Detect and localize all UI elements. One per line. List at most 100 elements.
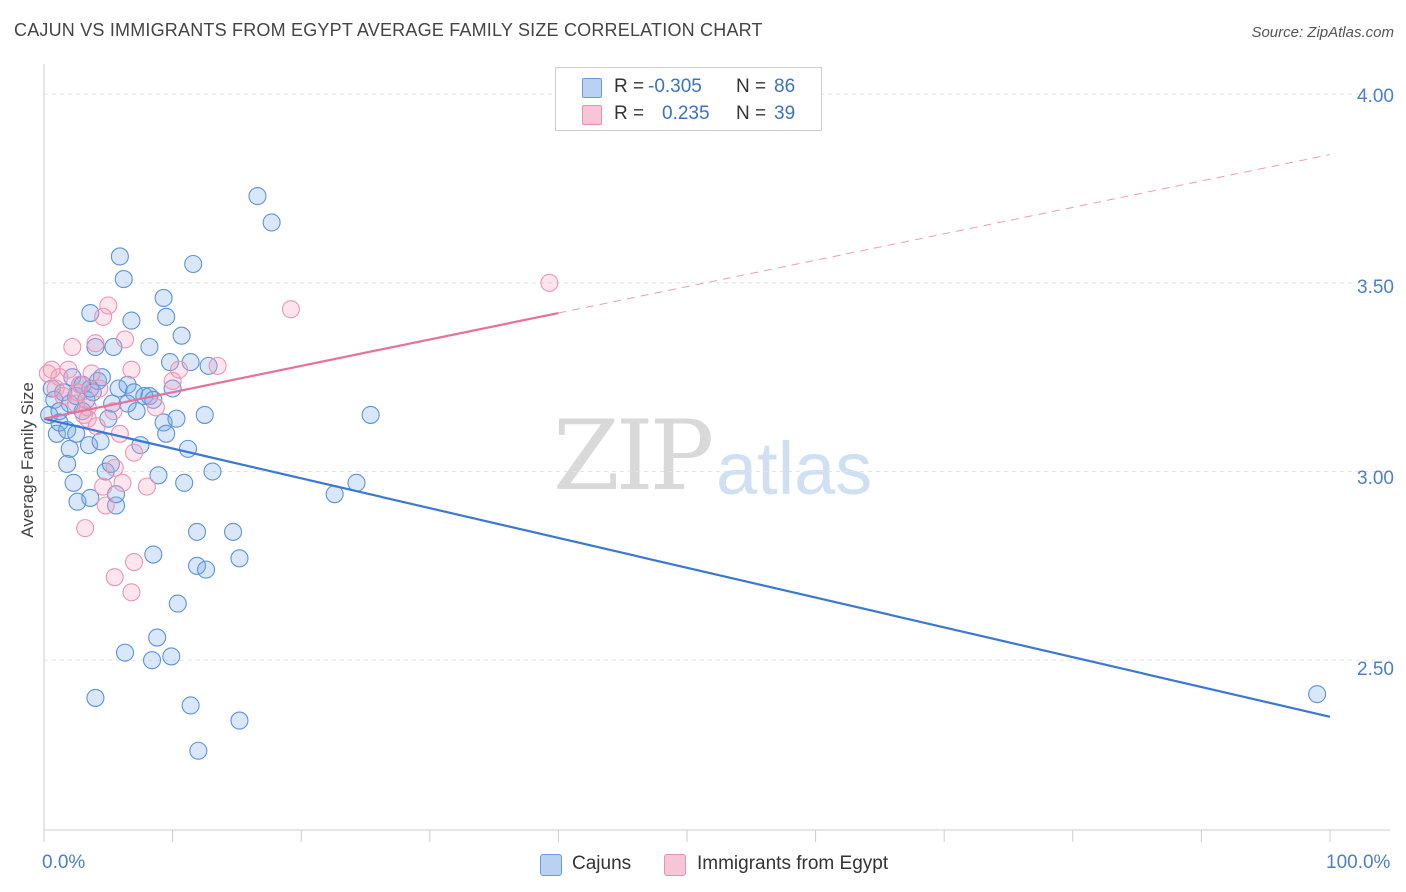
y-axis-label: Average Family Size: [18, 382, 37, 538]
egypt-point: [82, 364, 101, 383]
y-tick-label: 3.50: [1357, 277, 1394, 298]
egypt-point: [540, 273, 559, 292]
egypt-point: [50, 368, 69, 387]
cajun-point: [181, 696, 200, 715]
x-tick-label: 0.0%: [42, 852, 86, 873]
cajun-point: [114, 270, 133, 289]
cajun-point: [195, 405, 214, 424]
egypt-point: [96, 496, 115, 515]
cajun-point: [118, 375, 137, 394]
stats-legend: R = -0.305 N = 86 R = 0.235 N = 39: [555, 67, 822, 131]
egypt-point: [163, 371, 182, 391]
legend-n-label: N =: [736, 76, 767, 97]
cajun-point: [157, 424, 176, 443]
cajun-point: [178, 439, 198, 458]
bottom-legend-egypt: Immigrants from Egypt: [697, 853, 889, 874]
cajun-point: [160, 353, 180, 372]
cajun-point: [60, 439, 79, 458]
egypt-point: [86, 334, 105, 353]
egypt-point: [70, 375, 90, 394]
cajun-point: [149, 466, 168, 485]
cajun-point: [58, 454, 77, 474]
egypt-point: [76, 519, 95, 538]
egypt-point: [104, 402, 123, 421]
watermark-atlas: atlas: [716, 427, 873, 510]
chart-title: CAJUN VS IMMIGRANTS FROM EGYPT AVERAGE F…: [14, 20, 763, 40]
egypt-point: [146, 398, 165, 417]
egypt-point: [113, 473, 132, 492]
bottom-legend-swatch-egypt: [664, 854, 686, 876]
cajun-point: [223, 522, 243, 541]
cajun-point: [47, 424, 66, 443]
egypt-point: [124, 553, 144, 572]
cajun-point: [262, 213, 281, 232]
cajun-point: [77, 390, 96, 409]
egypt-point: [122, 360, 141, 379]
cajun-point: [144, 545, 163, 564]
cajun-point: [154, 288, 173, 308]
cajun-point: [142, 651, 162, 670]
bottom-legend-cajuns: Cajuns: [572, 853, 632, 874]
y-tick-label: 3.00: [1357, 468, 1394, 489]
egypt-point: [122, 583, 141, 602]
egypt-trend-line: [43, 311, 559, 420]
egypt-point: [208, 356, 227, 375]
egypt-point: [94, 307, 113, 326]
cajun-point: [184, 254, 203, 274]
egypt-point: [59, 360, 78, 379]
cajun-point: [175, 473, 194, 492]
cajun-point: [248, 187, 267, 206]
cajun-point: [157, 307, 176, 326]
cajun-point: [230, 711, 249, 730]
cajun-point: [115, 643, 135, 662]
legend-n-label: N =: [736, 103, 767, 124]
legend-swatch-blue: [582, 78, 602, 98]
cajun-point: [91, 432, 110, 451]
source-label: Source: ZipAtlas.com: [1251, 24, 1394, 41]
egypt-point: [99, 296, 118, 315]
egypt-point: [63, 337, 82, 357]
cajun-point: [1308, 685, 1327, 704]
legend-n-value: 39: [774, 103, 796, 124]
egypt-point: [90, 379, 109, 398]
cajun-point: [110, 247, 129, 266]
cajun-point: [162, 647, 181, 666]
cajun-trend-line: [43, 417, 1331, 718]
cajun-point: [127, 402, 146, 421]
legend-r-value: 0.235: [662, 103, 710, 124]
cajun-point: [203, 462, 222, 481]
egypt-point: [137, 477, 156, 496]
egypt-point: [46, 379, 65, 398]
cajun-point: [361, 405, 380, 424]
cajun-point: [92, 368, 111, 387]
legend-r-label: R =: [614, 103, 645, 124]
cajun-point: [187, 556, 207, 575]
egypt-point: [105, 458, 124, 477]
legend-swatch-pink: [582, 105, 602, 125]
egypt-point: [94, 477, 113, 496]
egypt-point: [68, 383, 87, 402]
cajun-point: [109, 379, 128, 398]
legend-r-value: -0.305: [648, 76, 702, 97]
egypt-point: [281, 300, 300, 319]
bottom-legend-swatch-cajuns: [540, 854, 562, 876]
egypt-point: [105, 568, 124, 587]
legend-n-value: 86: [774, 76, 796, 97]
cajun-point: [167, 409, 186, 428]
cajun-point: [230, 549, 249, 568]
cajun-point: [86, 337, 105, 357]
legend-r-label: R =: [614, 76, 645, 97]
cajun-point: [196, 560, 216, 579]
cajun-point: [148, 628, 167, 647]
y-tick-label: 2.50: [1357, 659, 1394, 680]
cajun-point: [172, 326, 191, 345]
watermark-zip: ZIP: [553, 400, 714, 512]
egypt-point: [124, 443, 144, 462]
y-tick-label: 4.00: [1357, 86, 1394, 107]
cajun-point: [187, 522, 207, 541]
cajun-point: [86, 688, 105, 707]
cajun-point: [79, 436, 99, 455]
cajun-point: [64, 473, 83, 492]
cajun-point: [168, 594, 187, 613]
